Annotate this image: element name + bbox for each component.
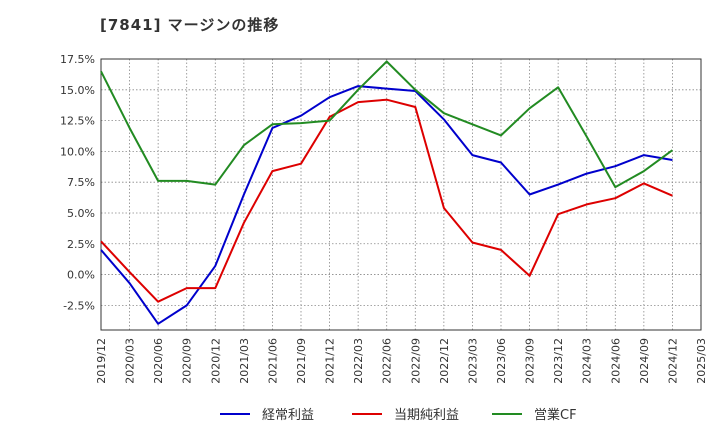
- plot-border: [100, 58, 702, 331]
- x-tick-label: 2022/09: [409, 338, 422, 384]
- x-tick-label: 2020/03: [124, 338, 137, 384]
- y-tick-label: 10.0%: [60, 145, 95, 158]
- x-tick-label: 2024/03: [581, 338, 594, 384]
- x-tick-label: 2021/09: [295, 338, 308, 384]
- x-tick-label: 2020/12: [209, 338, 222, 384]
- x-tick-label: 2024/06: [609, 338, 622, 384]
- y-tick-label: 15.0%: [60, 84, 95, 97]
- legend-layer: 経常利益 当期純利益 営業CF: [220, 407, 577, 423]
- x-tick-label: 2019/12: [95, 338, 108, 384]
- x-tick-label: 2020/06: [152, 338, 165, 384]
- x-tick-label: 2021/12: [324, 338, 337, 384]
- x-tick-label: 2023/06: [495, 338, 508, 384]
- x-tick-label: 2023/09: [524, 338, 537, 384]
- legend-label: 当期純利益: [394, 408, 459, 423]
- y-tick-label: 2.5%: [67, 238, 95, 251]
- x-tick-label: 2022/12: [438, 338, 451, 384]
- x-tick-label: 2023/12: [552, 338, 565, 384]
- y-tick-label: 0.0%: [67, 269, 95, 282]
- x-tick-label: 2022/06: [381, 338, 394, 384]
- x-tick-label: 2021/06: [266, 338, 279, 384]
- x-tick-label: 2024/12: [666, 338, 679, 384]
- x-tick-label: 2025/03: [695, 338, 708, 384]
- y-tick-label: 12.5%: [60, 115, 95, 128]
- x-tick-label: 2023/03: [466, 338, 479, 384]
- legend-label: 経常利益: [262, 408, 314, 423]
- y-tick-label: 17.5%: [60, 53, 95, 66]
- series-layer: [100, 60, 673, 325]
- x-tick-label: 2022/03: [352, 338, 365, 384]
- series-line: [100, 60, 673, 189]
- x-tick-label: 2021/03: [238, 338, 251, 384]
- x-tick-label: 2024/09: [638, 338, 651, 384]
- legend-label: 営業CF: [534, 407, 577, 423]
- grid-layer: [100, 58, 702, 330]
- series-line: [100, 98, 673, 303]
- y-tick-label: 7.5%: [67, 176, 95, 189]
- y-tick-label: 5.0%: [67, 207, 95, 220]
- series-line: [100, 85, 673, 325]
- x-tick-label: 2020/09: [181, 338, 194, 384]
- chart-title: [7841] マージンの推移: [100, 16, 280, 34]
- axis-layer: 17.5% 15.0% 12.5% 10.0% 7.5% 5.0% 2.5% 0.0% -2.5…: [60, 53, 708, 384]
- y-tick-label: -2.5%: [63, 299, 95, 312]
